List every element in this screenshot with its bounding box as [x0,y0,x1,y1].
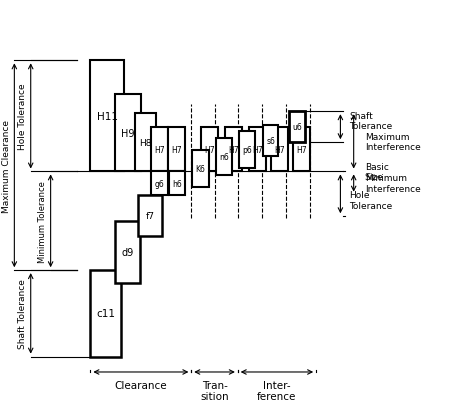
Text: H7: H7 [171,145,181,154]
Text: s6: s6 [266,137,274,146]
Text: K6: K6 [195,164,205,173]
Text: H7: H7 [204,145,214,154]
Bar [167,128,184,172]
Bar [134,114,156,172]
Text: Hole Tolerance: Hole Tolerance [18,83,27,150]
Text: p6: p6 [242,145,251,154]
Bar [90,61,123,172]
Text: H7: H7 [154,145,165,154]
Bar [151,172,168,195]
Text: H7: H7 [295,145,306,154]
Text: n6: n6 [219,153,228,162]
Text: H9: H9 [121,128,135,139]
Bar [238,131,255,169]
Bar [151,128,168,172]
Text: Hole
Tolerance: Hole Tolerance [349,191,392,210]
Bar [168,172,184,195]
Bar [115,95,141,172]
Text: u6: u6 [292,123,301,132]
Text: Minimum
Interference: Minimum Interference [364,174,420,193]
Bar [201,128,217,172]
Text: h6: h6 [172,179,181,188]
Bar [288,112,305,143]
Text: Shaft Tolerance: Shaft Tolerance [18,279,27,348]
Bar [90,270,121,357]
Bar [263,126,278,157]
Text: H7: H7 [251,145,262,154]
Bar [225,128,242,172]
Bar [215,139,232,176]
Bar [248,128,265,172]
Text: Tran-
sition: Tran- sition [200,380,228,401]
Text: g6: g6 [155,179,164,188]
Text: f7: f7 [145,211,154,220]
Text: H11: H11 [96,112,117,121]
Bar [270,128,287,172]
Text: Shaft
Tolerance: Shaft Tolerance [349,112,392,131]
Text: c11: c11 [96,309,115,319]
Text: Inter-
ference: Inter- ference [257,380,296,401]
Bar [293,128,309,172]
Text: H8: H8 [139,138,151,147]
Bar [115,221,140,283]
Text: Basic
Size: Basic Size [364,162,388,182]
Text: Clearance: Clearance [114,380,167,390]
Text: H7: H7 [228,145,238,154]
Text: Minimum Tolerance: Minimum Tolerance [38,180,47,262]
Text: H7: H7 [273,145,284,154]
Text: d9: d9 [121,247,133,257]
Text: Maximum
Interference: Maximum Interference [364,133,420,152]
Bar [192,151,208,187]
Bar [138,195,162,237]
Text: Maximum Clearance: Maximum Clearance [2,119,11,212]
